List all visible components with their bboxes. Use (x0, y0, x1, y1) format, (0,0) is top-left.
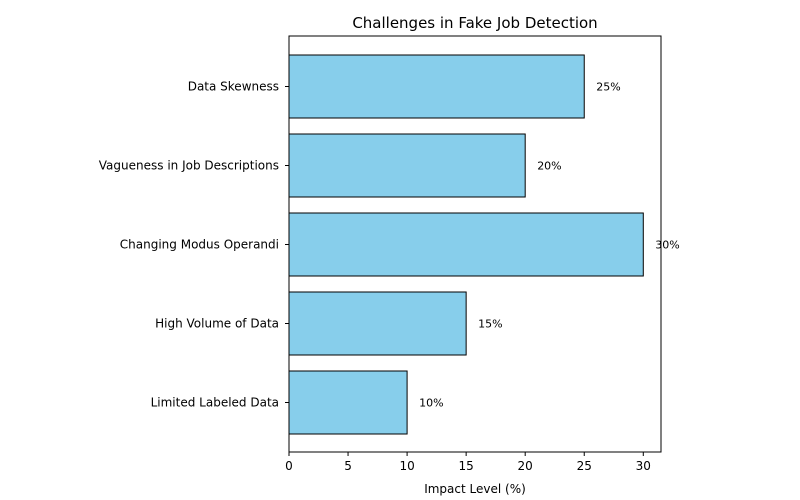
bar-2 (288, 212, 644, 277)
y-tick-label: Data Skewness (188, 80, 279, 94)
x-ticks: 0 5 10 15 20 25 30 (285, 452, 651, 473)
x-tick-label: 10 (399, 459, 414, 473)
y-tick-label: High Volume of Data (155, 317, 279, 331)
bars-group (288, 54, 644, 435)
x-tick-label: 0 (285, 459, 293, 473)
x-tick-label: 5 (344, 459, 352, 473)
x-axis-label: Impact Level (%) (424, 482, 526, 496)
x-tick-label: 20 (518, 459, 533, 473)
bar-0 (288, 54, 585, 119)
x-tick-label: 25 (577, 459, 592, 473)
y-tick-label: Vagueness in Job Descriptions (99, 159, 279, 173)
data-label: 10% (419, 397, 443, 410)
chart-title: Challenges in Fake Job Detection (352, 14, 597, 32)
data-label: 30% (655, 239, 679, 252)
bar-3 (288, 291, 467, 356)
data-label: 25% (596, 81, 620, 94)
bar-4 (288, 370, 408, 435)
bar-1 (288, 133, 526, 198)
x-tick-label: 15 (459, 459, 474, 473)
plot-frame (288, 35, 662, 453)
y-tick-label: Limited Labeled Data (151, 396, 279, 410)
data-label: 20% (537, 160, 561, 173)
y-tick-labels: Data Skewness Vagueness in Job Descriptio… (99, 80, 289, 410)
data-label: 15% (478, 318, 502, 331)
x-tick-label: 30 (636, 459, 651, 473)
y-tick-label: Changing Modus Operandi (120, 238, 279, 252)
